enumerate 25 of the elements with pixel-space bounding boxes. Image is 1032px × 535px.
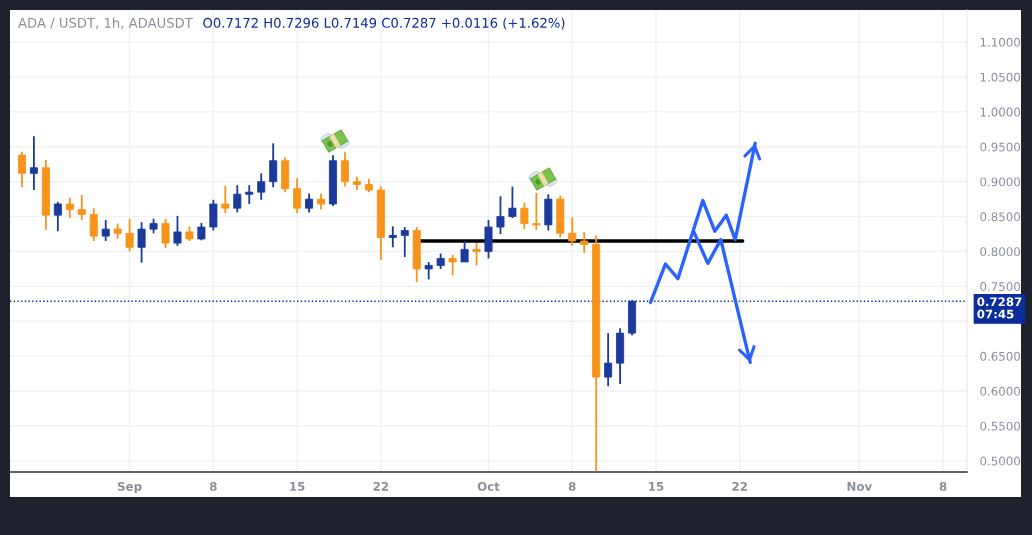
ref-line-label: 0.7287 07:45	[977, 297, 1022, 319]
y-tick-label: 0.8000	[980, 247, 1021, 257]
y-tick-label: 0.5000	[980, 456, 1021, 466]
y-tick-label: 1.0000	[980, 107, 1021, 117]
text: ADA / USDT, 1h, ADAUSDT	[18, 17, 193, 30]
y-tick-label: 0.8500	[980, 212, 1021, 222]
x-tick-label: 8	[568, 481, 576, 491]
x-tick-label: 15	[649, 482, 664, 491]
y-tick-label: 0.9000	[980, 177, 1021, 187]
y-tick-label: 0.5500	[980, 421, 1021, 431]
x-tick-label: 15	[290, 482, 305, 491]
text: O0.7172 H0.7296 L0.7149 C0.7287 +0.0116 (+1.62%)	[203, 17, 565, 30]
x-tick-label: 8	[939, 481, 947, 491]
x-tick-label: 22	[732, 481, 747, 491]
y-tick-label: 0.6500	[980, 351, 1021, 361]
y-tick-label: 0.9500	[980, 142, 1021, 152]
x-tick-label: Sep	[117, 481, 142, 494]
y-tick-label: 1.1000	[980, 37, 1021, 47]
x-tick-label: 8	[209, 481, 217, 491]
y-tick-label: 1.0500	[980, 72, 1021, 82]
x-tick-label: Nov	[847, 482, 873, 491]
x-tick-label: Oct	[477, 481, 500, 491]
y-tick-label: 0.7500	[980, 282, 1021, 292]
x-tick-label: 22	[373, 481, 389, 491]
y-tick-label: 0.6000	[980, 386, 1021, 396]
